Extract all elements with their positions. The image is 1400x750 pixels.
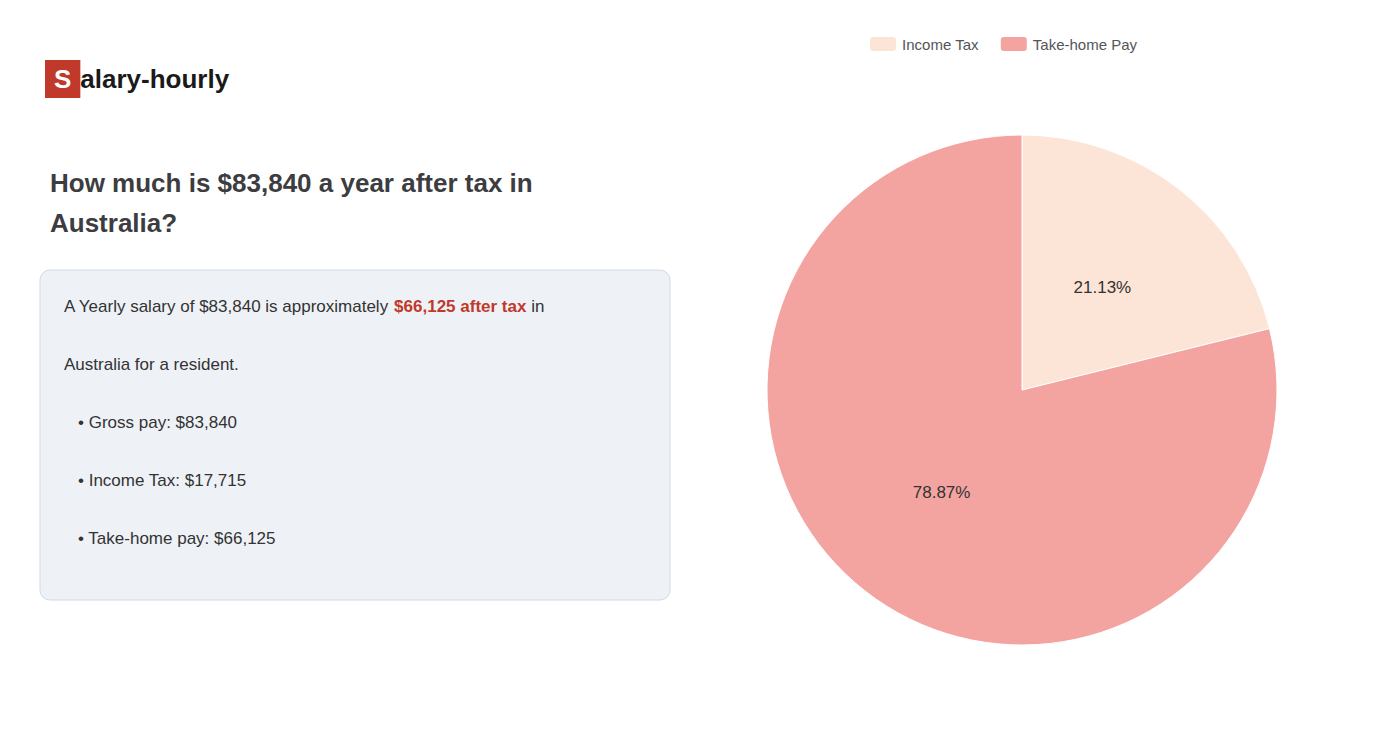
svg-text:78.87%: 78.87%: [913, 483, 971, 502]
svg-text:alary-hourly: alary-hourly: [80, 64, 229, 94]
svg-text:21.13%: 21.13%: [1074, 278, 1132, 297]
svg-text:Australia?: Australia?: [50, 208, 177, 238]
svg-text:Australia for a resident.: Australia for a resident.: [64, 355, 239, 374]
svg-text:in: in: [526, 297, 544, 316]
svg-text:Income Tax: Income Tax: [902, 36, 979, 53]
svg-text:• Take-home pay: $66,125: • Take-home pay: $66,125: [78, 529, 276, 548]
svg-text:S: S: [54, 64, 71, 94]
svg-text:How much is $83,840 a year aft: How much is $83,840 a year after tax in: [50, 168, 533, 198]
svg-text:$66,125 after tax: $66,125 after tax: [394, 297, 527, 316]
svg-text:• Income Tax: $17,715: • Income Tax: $17,715: [78, 471, 246, 490]
svg-text:Take-home Pay: Take-home Pay: [1033, 36, 1138, 53]
svg-text:A Yearly salary of $83,840 is: A Yearly salary of $83,840 is approximat…: [64, 297, 393, 316]
svg-text:• Gross pay: $83,840: • Gross pay: $83,840: [78, 413, 237, 432]
